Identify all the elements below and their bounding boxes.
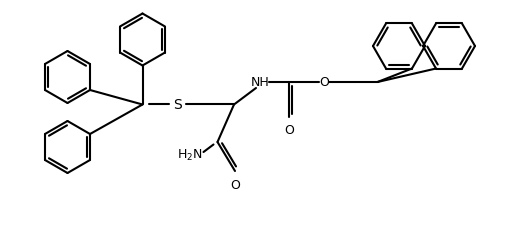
Text: NH: NH xyxy=(250,76,269,89)
Text: O: O xyxy=(230,179,240,192)
Text: O: O xyxy=(284,124,294,137)
Text: O: O xyxy=(319,76,329,89)
Text: H$_2$N: H$_2$N xyxy=(177,147,203,162)
Text: S: S xyxy=(173,98,182,112)
